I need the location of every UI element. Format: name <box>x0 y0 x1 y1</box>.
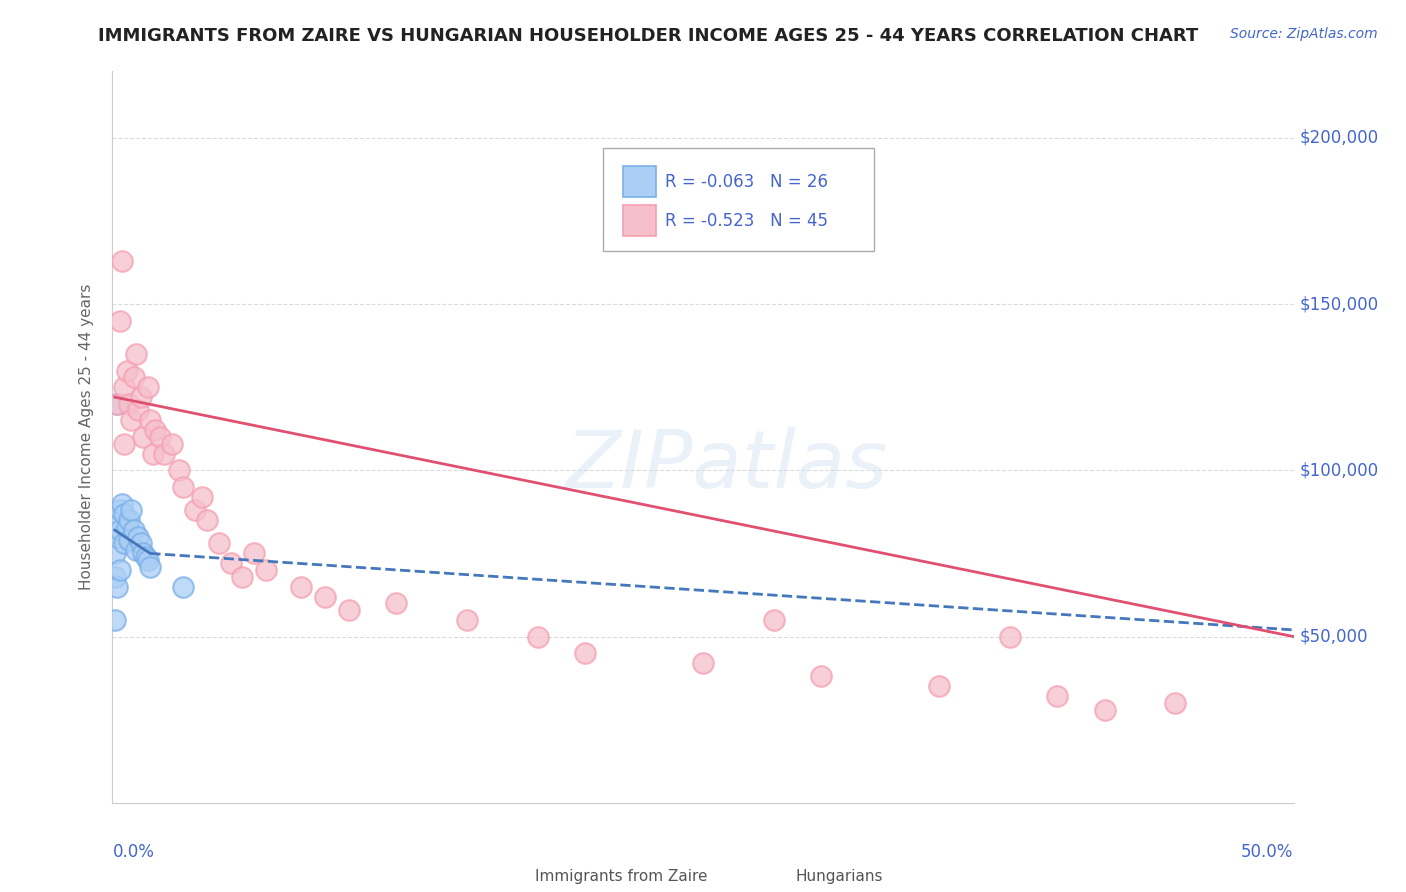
Point <box>998 630 1021 644</box>
Point <box>111 497 134 511</box>
Point <box>125 347 148 361</box>
Y-axis label: Householder Income Ages 25 - 44 years: Householder Income Ages 25 - 44 years <box>79 284 94 591</box>
Point <box>184 503 207 517</box>
Point <box>112 436 135 450</box>
Point <box>142 447 165 461</box>
FancyBboxPatch shape <box>603 148 875 251</box>
Text: R = -0.523   N = 45: R = -0.523 N = 45 <box>665 211 828 229</box>
Point <box>135 549 157 564</box>
Text: $200,000: $200,000 <box>1299 128 1378 147</box>
Text: $50,000: $50,000 <box>1299 628 1368 646</box>
Point <box>810 669 832 683</box>
Point <box>385 596 408 610</box>
Point <box>208 536 231 550</box>
Point <box>195 513 218 527</box>
Text: IMMIGRANTS FROM ZAIRE VS HUNGARIAN HOUSEHOLDER INCOME AGES 25 - 44 YEARS CORRELA: IMMIGRANTS FROM ZAIRE VS HUNGARIAN HOUSE… <box>98 27 1199 45</box>
Point <box>104 613 127 627</box>
Point <box>456 613 478 627</box>
Text: Hungarians: Hungarians <box>796 869 883 884</box>
Text: Immigrants from Zaire: Immigrants from Zaire <box>536 869 707 884</box>
Point <box>108 503 131 517</box>
Point <box>118 533 141 548</box>
Point <box>105 580 128 594</box>
Point <box>574 646 596 660</box>
Point <box>290 580 312 594</box>
Point <box>127 403 149 417</box>
Point <box>108 523 131 537</box>
Point <box>143 424 166 438</box>
Text: Source: ZipAtlas.com: Source: ZipAtlas.com <box>1230 27 1378 41</box>
Point <box>118 397 141 411</box>
Point <box>105 397 128 411</box>
Point <box>108 314 131 328</box>
Text: 0.0%: 0.0% <box>112 843 155 861</box>
Point <box>125 543 148 558</box>
Point <box>122 370 145 384</box>
Point <box>112 507 135 521</box>
Point <box>526 630 548 644</box>
Point <box>243 546 266 560</box>
Text: ZIPatlas: ZIPatlas <box>565 427 887 506</box>
Point <box>762 613 785 627</box>
Point <box>115 363 138 377</box>
Point <box>132 546 155 560</box>
Point <box>136 380 159 394</box>
Point <box>928 680 950 694</box>
Point <box>337 603 360 617</box>
FancyBboxPatch shape <box>502 864 529 889</box>
Point <box>1046 690 1069 704</box>
Point <box>127 530 149 544</box>
Text: 50.0%: 50.0% <box>1241 843 1294 861</box>
Point <box>104 570 127 584</box>
Text: $150,000: $150,000 <box>1299 295 1378 313</box>
Point <box>149 430 172 444</box>
Point <box>112 536 135 550</box>
Point <box>111 253 134 268</box>
Point <box>120 413 142 427</box>
Point <box>112 380 135 394</box>
Point <box>219 557 242 571</box>
Point <box>108 563 131 577</box>
Text: $100,000: $100,000 <box>1299 461 1378 479</box>
Point <box>254 563 277 577</box>
Point <box>129 390 152 404</box>
Point <box>191 490 214 504</box>
Point <box>105 397 128 411</box>
Point <box>231 570 253 584</box>
Point <box>1164 696 1187 710</box>
Point <box>692 656 714 670</box>
Point <box>136 553 159 567</box>
Point <box>105 513 128 527</box>
Point <box>172 480 194 494</box>
Point <box>1094 703 1116 717</box>
Point <box>167 463 190 477</box>
Point <box>105 530 128 544</box>
FancyBboxPatch shape <box>623 205 655 235</box>
FancyBboxPatch shape <box>623 167 655 197</box>
Point <box>314 590 336 604</box>
FancyBboxPatch shape <box>762 864 787 889</box>
Point <box>118 513 141 527</box>
Point <box>139 559 162 574</box>
Point <box>115 520 138 534</box>
Point <box>122 523 145 537</box>
Point <box>129 536 152 550</box>
Point <box>120 503 142 517</box>
Point <box>132 430 155 444</box>
Point <box>104 546 127 560</box>
Point <box>153 447 176 461</box>
Text: R = -0.063   N = 26: R = -0.063 N = 26 <box>665 173 828 191</box>
Point <box>139 413 162 427</box>
Point <box>172 580 194 594</box>
Point <box>160 436 183 450</box>
